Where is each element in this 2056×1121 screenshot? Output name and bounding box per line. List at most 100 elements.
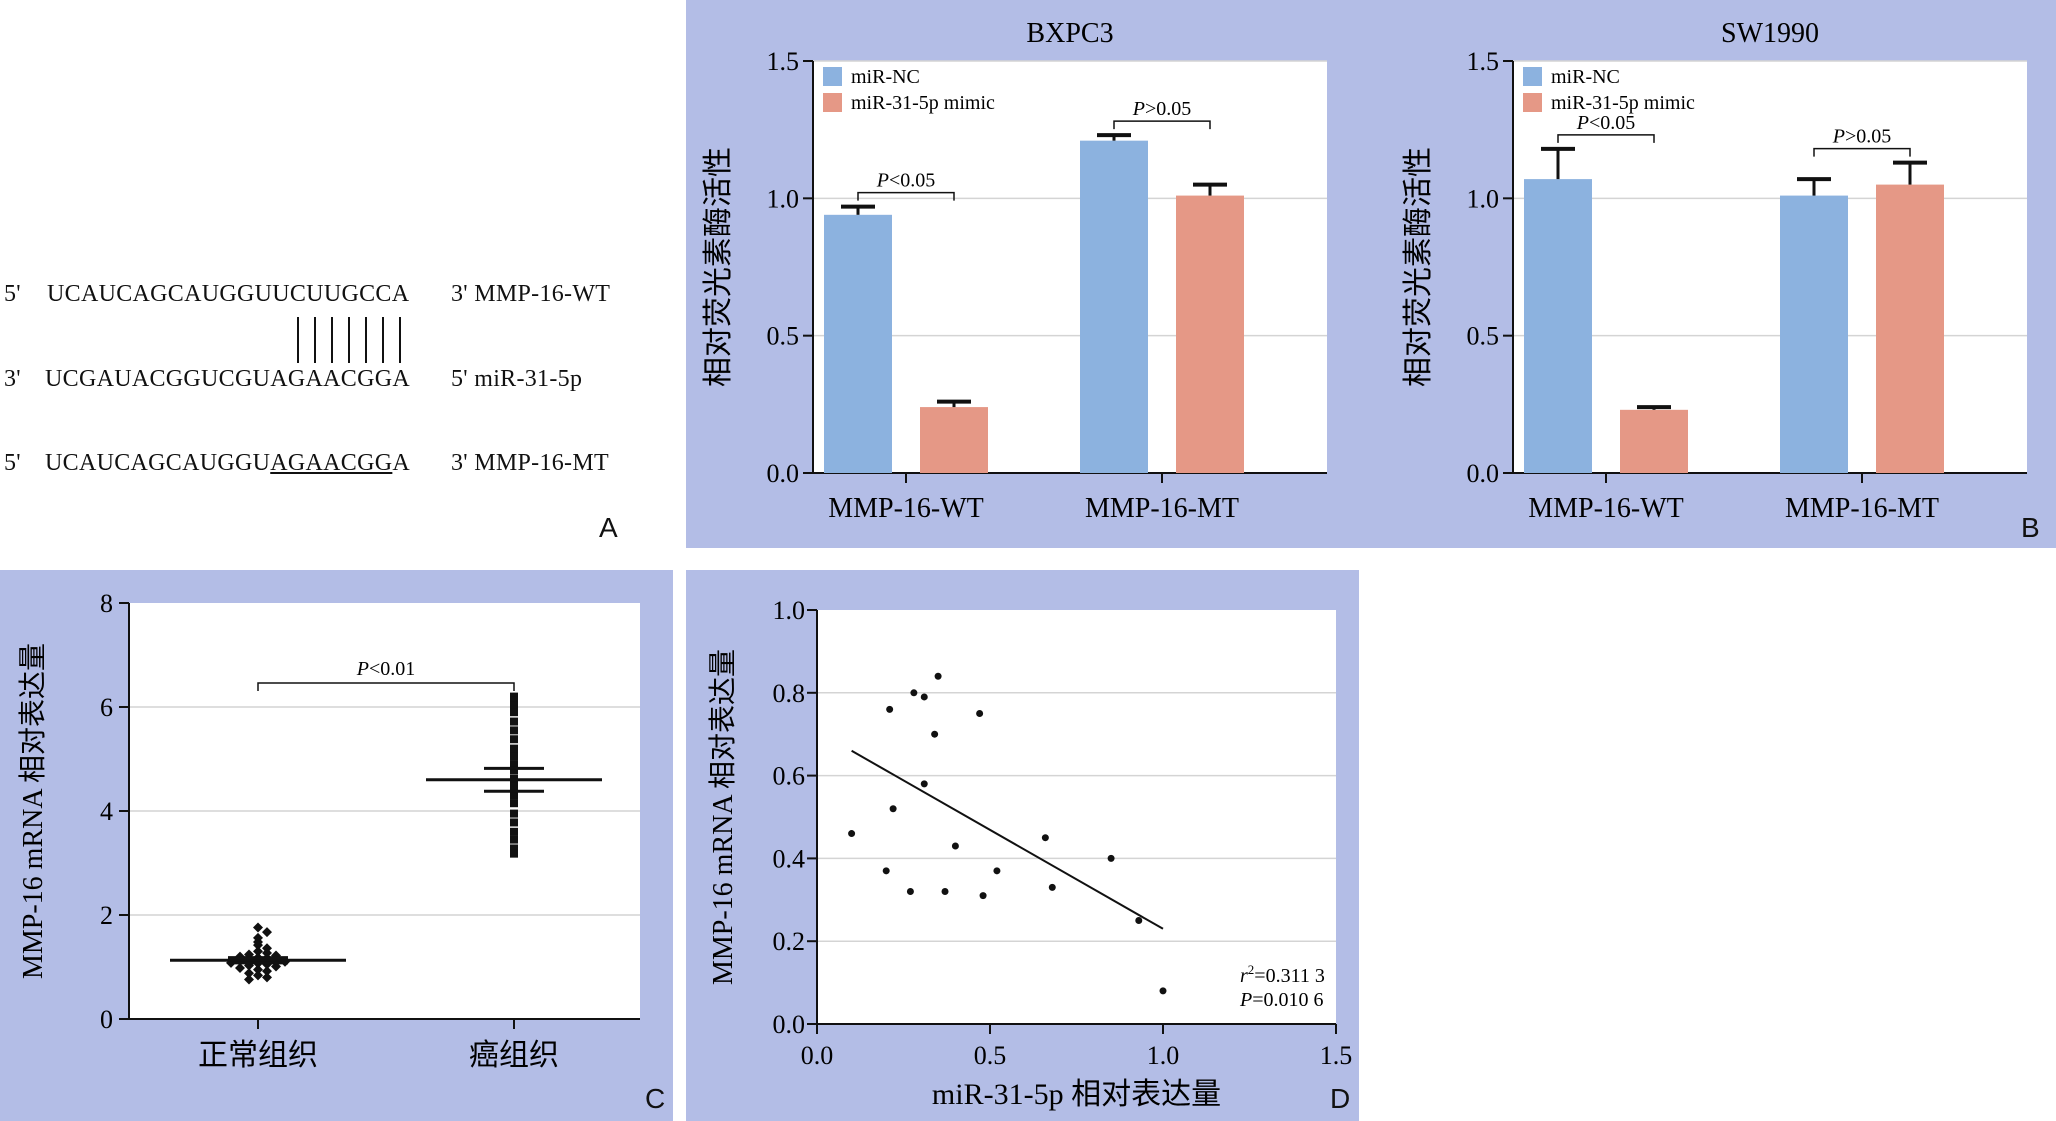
- y-tick-label: 0.0: [767, 459, 800, 488]
- chart-title: SW1990: [1721, 18, 1819, 49]
- significance-label: P<0.05: [876, 170, 936, 192]
- bar: [1876, 184, 1944, 473]
- data-point: [1048, 883, 1056, 891]
- data-point: [848, 830, 856, 838]
- bar: [920, 407, 988, 473]
- seq-mir: UCGAUACGGUCGUAGAACGGA: [45, 366, 410, 392]
- x-tick-label: MMP-16-WT: [828, 493, 984, 524]
- y-tick-label: 0.5: [767, 322, 800, 351]
- data-point: [235, 963, 245, 974]
- y-tick-label: 0.5: [1467, 322, 1500, 351]
- data-point: [510, 844, 518, 853]
- x-tick-label: MMP-16-MT: [1085, 493, 1239, 524]
- data-point: [889, 805, 897, 813]
- data-point: [510, 782, 518, 791]
- data-point: [262, 947, 272, 958]
- data-point: [244, 968, 254, 979]
- x-tick-label: 正常组织: [198, 1039, 318, 1072]
- data-point: [510, 766, 518, 775]
- data-point: [510, 809, 518, 818]
- data-point: [510, 726, 518, 735]
- x-tick-label: MMP-16-WT: [1528, 493, 1684, 524]
- y-tick-label: 0: [100, 1005, 113, 1034]
- data-point: [262, 927, 272, 938]
- y-axis-label: 相对荧光素酶活性: [702, 147, 735, 387]
- data-point: [510, 692, 518, 701]
- data-point: [1041, 834, 1049, 842]
- data-point: [253, 970, 263, 981]
- chart-sw1990: 0.0 0.5 1.0 1.5 SW1990 相对荧光素酶活性 MMP-16-WT P<0.0…: [1402, 18, 2027, 524]
- significance-label: P>0.05: [1132, 98, 1192, 120]
- y-tick-label: 2: [100, 901, 113, 930]
- r-squared-label: r2=0.311 3: [1240, 962, 1325, 987]
- chart-bxpc3: 0.0 0.5 1.0 1.5 BXPC3 相对荧光素酶活性 MMP-16-WT P<0.05…: [702, 18, 1327, 524]
- data-point: [934, 672, 942, 680]
- data-point: [510, 744, 518, 753]
- data-point: [886, 705, 894, 713]
- seq-mt-end5: 5': [4, 450, 21, 476]
- data-point: [920, 780, 928, 788]
- data-point: [510, 752, 518, 761]
- y-tick-label: 0.8: [773, 679, 806, 708]
- panel-b-letter: B: [2021, 512, 2040, 543]
- y-axis-label: MMP-16 mRNA 相对表达量: [707, 649, 739, 985]
- regression-line: [851, 749, 1164, 930]
- chart-title: BXPC3: [1026, 18, 1113, 49]
- y-tick-label: 6: [100, 693, 113, 722]
- data-point: [882, 867, 890, 875]
- data-point: [941, 888, 949, 896]
- p-value-label: P=0.010 6: [1239, 989, 1324, 1011]
- plot-area: [817, 610, 1336, 1024]
- data-point: [510, 849, 518, 858]
- data-point: [993, 867, 1001, 875]
- data-point: [262, 966, 272, 977]
- seq-mir-end5: 5' miR-31-5p: [451, 366, 583, 392]
- significance-label: P<0.05: [1576, 112, 1636, 134]
- y-tick-label: 8: [100, 589, 113, 618]
- y-axis-label: MMP-16 mRNA 相对表达量: [17, 643, 49, 979]
- data-point: [1107, 854, 1115, 862]
- data-point: [271, 961, 281, 972]
- x-tick-label: 0.0: [801, 1041, 834, 1070]
- legend-swatch: [823, 93, 842, 112]
- panel-c-letter: C: [645, 1083, 666, 1114]
- bar: [1780, 195, 1848, 473]
- y-tick-label: 0.4: [773, 844, 806, 873]
- panel-d-letter: D: [1330, 1083, 1351, 1114]
- significance-label: P>0.05: [1832, 126, 1892, 148]
- significance-bracket: [857, 191, 955, 201]
- bar: [824, 214, 892, 473]
- seq-wt-end5: 5': [4, 281, 21, 307]
- data-point: [510, 799, 518, 808]
- data-point: [510, 818, 518, 827]
- bar: [1620, 409, 1688, 473]
- bar: [1524, 179, 1592, 473]
- data-point: [253, 940, 263, 951]
- data-point: [262, 972, 272, 983]
- x-tick-label: 0.5: [974, 1041, 1007, 1070]
- y-tick-label: 1.0: [773, 596, 806, 625]
- significance-bracket: [1113, 120, 1211, 130]
- y-tick-label: 1.0: [1467, 184, 1500, 213]
- y-tick-label: 4: [100, 797, 113, 826]
- data-point: [910, 689, 918, 697]
- seq-mt-pre: UCAUCAGCAUGGU: [45, 450, 271, 476]
- y-tick-label: 0.0: [773, 1010, 806, 1039]
- legend-label: miR-31-5p mimic: [851, 92, 995, 114]
- data-point: [1159, 987, 1167, 995]
- seq-mt: UCAUCAGCAUGGUAGAACGGA: [45, 450, 410, 477]
- legend-swatch: [1523, 93, 1542, 112]
- y-axis-label: 相对荧光素酶活性: [1402, 147, 1435, 387]
- legend-label: miR-NC: [1551, 66, 1620, 88]
- data-point: [253, 964, 263, 975]
- data-point: [510, 735, 518, 744]
- seq-mt-post: A: [392, 450, 410, 476]
- x-tick-label: MMP-16-MT: [1785, 493, 1939, 524]
- seq-mir-end3: 3': [4, 366, 21, 392]
- seq-wt-end3: 3' MMP-16-WT: [451, 281, 611, 307]
- data-point: [920, 693, 928, 701]
- data-point: [1135, 917, 1143, 924]
- data-point: [253, 946, 263, 957]
- legend-label: miR-31-5p mimic: [1551, 92, 1695, 114]
